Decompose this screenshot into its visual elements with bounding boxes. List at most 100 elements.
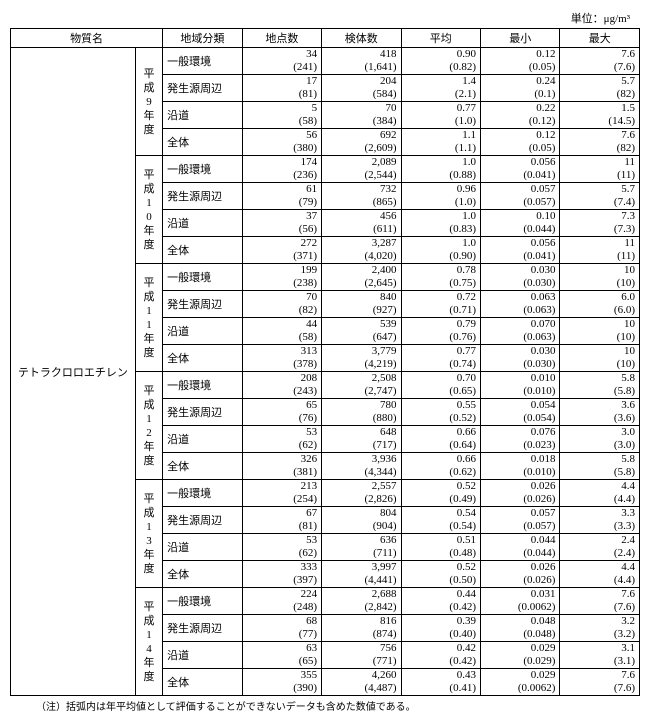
year-cell: 平成14年度	[135, 588, 162, 696]
data-cell-max: 11(11)	[560, 156, 640, 183]
region-cell: 発生源周辺	[163, 399, 242, 426]
data-cell-samples: 816(874)	[322, 615, 401, 642]
data-cell-min: 0.24(0.1)	[481, 75, 560, 102]
data-cell-points: 17(81)	[242, 75, 321, 102]
data-cell-min: 0.057(0.057)	[481, 183, 560, 210]
year-cell: 平成11年度	[135, 264, 162, 372]
data-cell-points: 63(65)	[242, 642, 321, 669]
header-mean: 平均	[401, 29, 480, 48]
data-cell-samples: 780(880)	[322, 399, 401, 426]
data-cell-min: 0.056(0.041)	[481, 156, 560, 183]
data-cell-mean: 0.44(0.42)	[401, 588, 480, 615]
data-cell-mean: 0.77(1.0)	[401, 102, 480, 129]
region-cell: 発生源周辺	[163, 75, 242, 102]
data-cell-samples: 418(1,641)	[322, 48, 401, 75]
header-points: 地点数	[242, 29, 321, 48]
data-cell-min: 0.026(0.026)	[481, 480, 560, 507]
data-cell-max: 6.0(6.0)	[560, 291, 640, 318]
data-cell-min: 0.030(0.030)	[481, 345, 560, 372]
data-cell-points: 355(390)	[242, 669, 321, 696]
footnote: （注）括弧内は年平均値として評価することができないデータも含めた数値である。	[10, 698, 640, 713]
data-cell-points: 68(77)	[242, 615, 321, 642]
data-cell-points: 5(58)	[242, 102, 321, 129]
data-cell-points: 37(56)	[242, 210, 321, 237]
data-cell-mean: 0.79(0.76)	[401, 318, 480, 345]
year-cell: 平成12年度	[135, 372, 162, 480]
region-cell: 全体	[163, 129, 242, 156]
data-cell-max: 10(10)	[560, 345, 640, 372]
data-cell-points: 224(248)	[242, 588, 321, 615]
region-cell: 一般環境	[163, 264, 242, 291]
data-cell-max: 7.6(82)	[560, 129, 640, 156]
data-cell-points: 53(62)	[242, 534, 321, 561]
data-cell-mean: 0.66(0.64)	[401, 426, 480, 453]
data-cell-mean: 0.52(0.50)	[401, 561, 480, 588]
data-cell-samples: 4,260(4,487)	[322, 669, 401, 696]
data-cell-points: 272(371)	[242, 237, 321, 264]
data-cell-min: 0.029(0.0062)	[481, 669, 560, 696]
region-cell: 沿道	[163, 642, 242, 669]
data-cell-max: 2.4(2.4)	[560, 534, 640, 561]
data-cell-points: 199(238)	[242, 264, 321, 291]
data-cell-min: 0.22(0.12)	[481, 102, 560, 129]
region-cell: 沿道	[163, 210, 242, 237]
data-cell-max: 3.6(3.6)	[560, 399, 640, 426]
data-cell-min: 0.031(0.0062)	[481, 588, 560, 615]
data-cell-mean: 0.54(0.54)	[401, 507, 480, 534]
data-cell-min: 0.12(0.05)	[481, 129, 560, 156]
data-cell-mean: 0.96(1.0)	[401, 183, 480, 210]
data-cell-mean: 0.42(0.42)	[401, 642, 480, 669]
data-cell-max: 11(11)	[560, 237, 640, 264]
region-cell: 全体	[163, 669, 242, 696]
data-cell-max: 5.7(7.4)	[560, 183, 640, 210]
region-cell: 発生源周辺	[163, 183, 242, 210]
data-cell-samples: 756(771)	[322, 642, 401, 669]
year-cell: 平成10年度	[135, 156, 162, 264]
data-cell-samples: 2,688(2,842)	[322, 588, 401, 615]
data-cell-points: 53(62)	[242, 426, 321, 453]
data-table: 物質名 地域分類 地点数 検体数 平均 最小 最大 テトラクロロエチレン平成9年…	[10, 28, 640, 696]
region-cell: 沿道	[163, 318, 242, 345]
region-cell: 発生源周辺	[163, 507, 242, 534]
data-cell-samples: 2,089(2,544)	[322, 156, 401, 183]
data-cell-min: 0.054(0.054)	[481, 399, 560, 426]
data-cell-points: 326(381)	[242, 453, 321, 480]
data-cell-max: 7.3(7.3)	[560, 210, 640, 237]
data-cell-min: 0.063(0.063)	[481, 291, 560, 318]
region-cell: 全体	[163, 345, 242, 372]
data-cell-mean: 0.55(0.52)	[401, 399, 480, 426]
data-cell-max: 10(10)	[560, 264, 640, 291]
region-cell: 一般環境	[163, 372, 242, 399]
substance-cell: テトラクロロエチレン	[11, 48, 136, 696]
data-cell-max: 3.3(3.3)	[560, 507, 640, 534]
data-cell-max: 3.2(3.2)	[560, 615, 640, 642]
data-cell-points: 67(81)	[242, 507, 321, 534]
data-cell-max: 5.7(82)	[560, 75, 640, 102]
data-cell-samples: 2,508(2,747)	[322, 372, 401, 399]
data-cell-min: 0.10(0.044)	[481, 210, 560, 237]
data-cell-min: 0.056(0.041)	[481, 237, 560, 264]
data-cell-mean: 0.90(0.82)	[401, 48, 480, 75]
data-cell-min: 0.029(0.029)	[481, 642, 560, 669]
data-cell-points: 333(397)	[242, 561, 321, 588]
data-cell-min: 0.026(0.026)	[481, 561, 560, 588]
data-cell-min: 0.010(0.010)	[481, 372, 560, 399]
data-cell-mean: 1.1(1.1)	[401, 129, 480, 156]
data-cell-points: 34(241)	[242, 48, 321, 75]
region-cell: 全体	[163, 561, 242, 588]
data-cell-points: 61(79)	[242, 183, 321, 210]
data-cell-min: 0.044(0.044)	[481, 534, 560, 561]
data-cell-max: 3.0(3.0)	[560, 426, 640, 453]
data-cell-min: 0.030(0.030)	[481, 264, 560, 291]
data-cell-samples: 70(384)	[322, 102, 401, 129]
data-cell-points: 313(378)	[242, 345, 321, 372]
data-cell-min: 0.048(0.048)	[481, 615, 560, 642]
data-cell-samples: 840(927)	[322, 291, 401, 318]
data-cell-points: 56(380)	[242, 129, 321, 156]
data-cell-samples: 2,557(2,826)	[322, 480, 401, 507]
data-cell-samples: 3,779(4,219)	[322, 345, 401, 372]
region-cell: 沿道	[163, 102, 242, 129]
region-cell: 沿道	[163, 426, 242, 453]
region-cell: 全体	[163, 237, 242, 264]
data-cell-mean: 1.4(2.1)	[401, 75, 480, 102]
